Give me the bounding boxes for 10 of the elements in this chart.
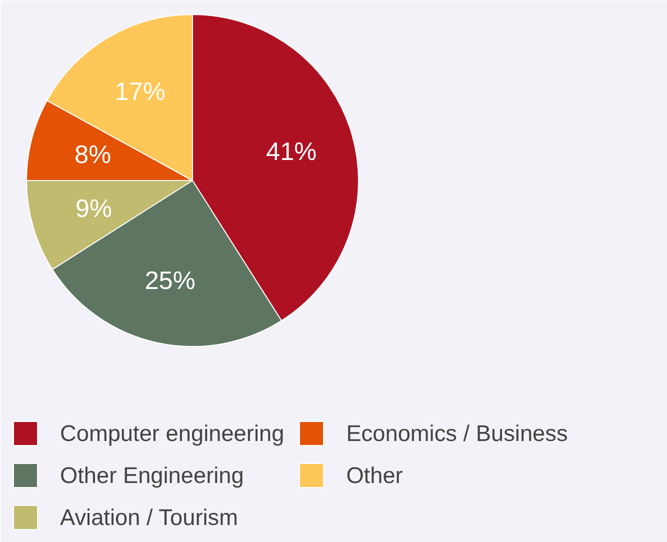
data-label: 9% (75, 195, 112, 224)
data-label: 17% (114, 78, 166, 106)
data-label: 25% (144, 266, 196, 295)
data-label: 41% (266, 138, 317, 166)
data-label: 8% (74, 140, 112, 169)
legend-label: Computer engineering (60, 420, 284, 446)
legend-label: Other (346, 462, 403, 488)
legend-label: Economics / Business (346, 420, 568, 446)
legend-label: Other Engineering (60, 462, 244, 488)
legend-label: Aviation / Tourism (60, 504, 238, 530)
